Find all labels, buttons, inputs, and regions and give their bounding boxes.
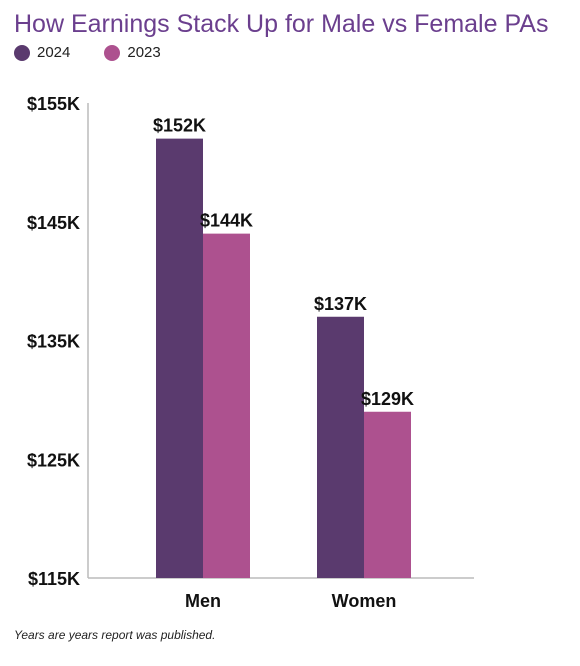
chart-title: How Earnings Stack Up for Male vs Female…	[14, 10, 549, 38]
data-label: $129K	[361, 389, 414, 409]
data-label: $137K	[314, 294, 367, 314]
y-tick-label: $145K	[27, 213, 80, 233]
bar-2024-men	[156, 138, 203, 578]
bar-2023-women	[364, 411, 411, 578]
y-tick-label: $135K	[27, 332, 80, 352]
legend-label-2024: 2024	[37, 44, 71, 61]
data-label: $144K	[200, 211, 253, 231]
legend-swatch-2024	[14, 44, 30, 61]
bar-2024-women	[317, 316, 364, 578]
legend-label-2023: 2023	[127, 44, 161, 61]
y-tick-label: $155K	[27, 94, 80, 114]
x-category-label: Men	[185, 591, 221, 611]
x-category-label: Women	[332, 591, 397, 611]
legend-item-2024: 2024	[14, 44, 70, 61]
y-tick-label: $115K	[28, 569, 80, 589]
y-tick-label: $125K	[27, 450, 80, 470]
bar-2023-men	[203, 233, 250, 578]
legend: 2024 2023	[14, 44, 195, 61]
legend-item-2023: 2023	[104, 44, 161, 61]
footnote: Years are years report was published.	[14, 628, 216, 642]
data-label: $152K	[153, 116, 206, 136]
legend-swatch-2023	[104, 44, 121, 61]
